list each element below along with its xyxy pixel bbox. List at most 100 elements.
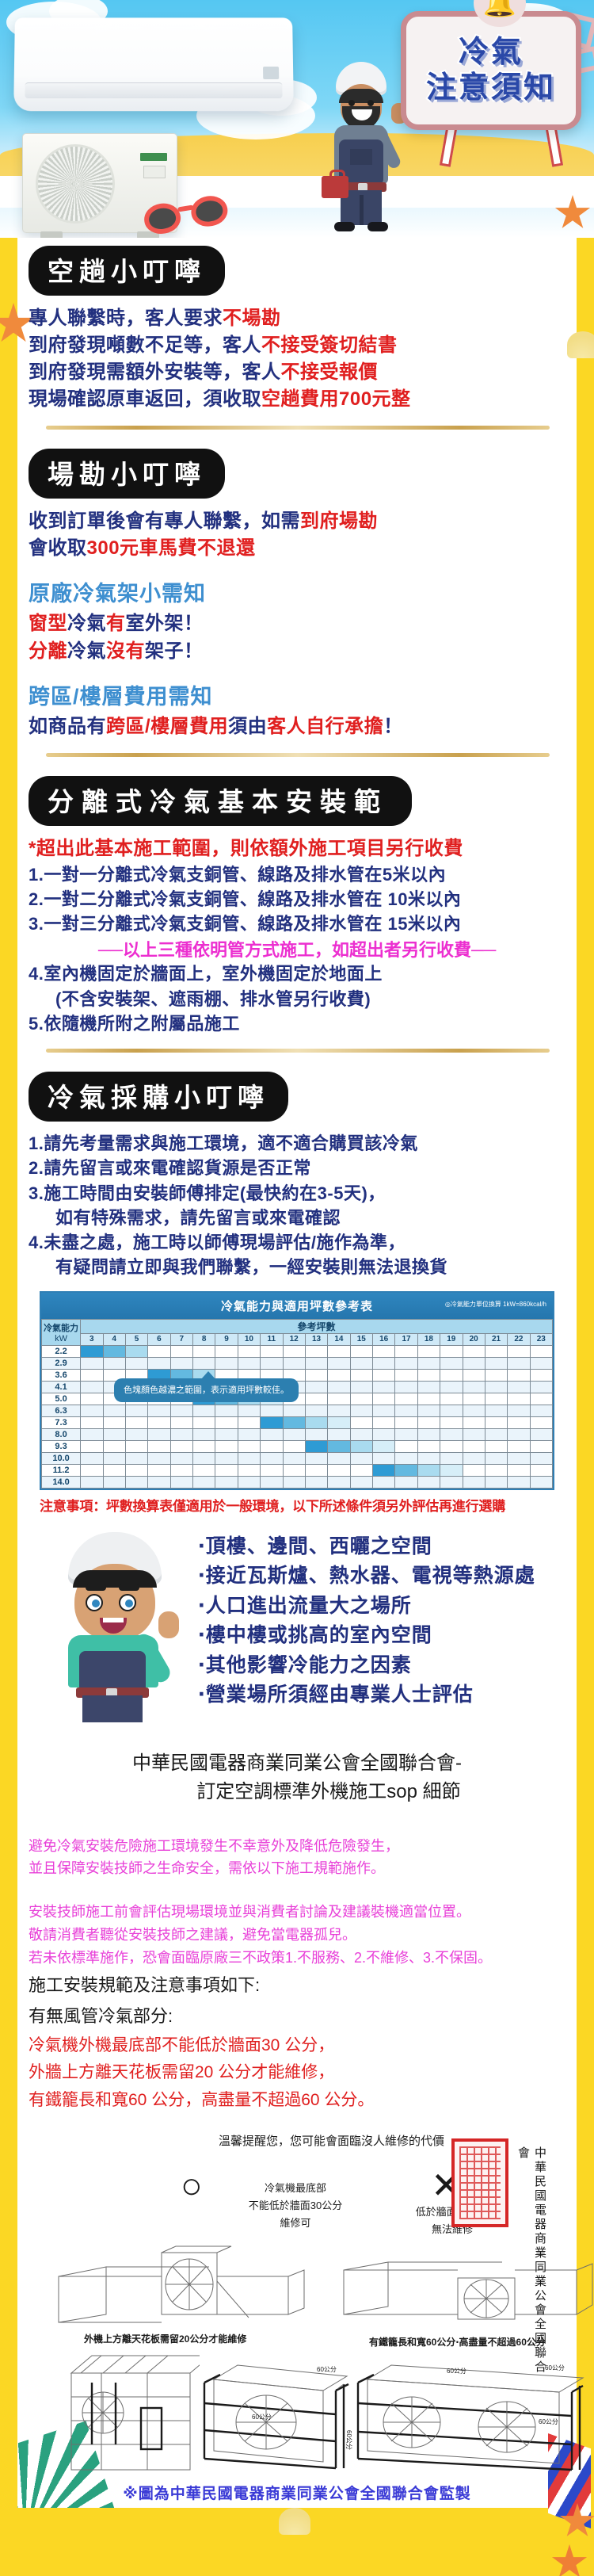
- capacity-cell: [169, 1344, 194, 1358]
- capacity-cell: [124, 1416, 149, 1429]
- bullet-item: ‧樓中樓或挑高的室內空間: [198, 1624, 432, 1647]
- basic-install-item-1: 1.一對一分離式冷氣支銅管、線路及排水管在5米以內: [29, 864, 447, 885]
- capacity-cell: [192, 1475, 216, 1489]
- sop-black-1: 施工安裝規範及注意事項如下:: [29, 1974, 261, 1995]
- svg-text:60公分: 60公分: [252, 2414, 272, 2421]
- technician-illustration: [318, 57, 413, 233]
- capacity-cell: [124, 1475, 149, 1489]
- bullet-item: ‧其他影響冷能力之因素: [198, 1653, 412, 1676]
- capacity-cell: [371, 1428, 396, 1441]
- capacity-cell: [484, 1404, 508, 1417]
- capacity-cell: [304, 1344, 329, 1358]
- single-cage-wireframe: 60公分 60公分 60公分: [203, 2364, 352, 2469]
- capacity-cell: [440, 1344, 463, 1358]
- table-note: 注意事項：坪數換算表僅適用於一般環境，以下所述條件須另外評估再進行選購: [40, 1498, 505, 1514]
- ping-column-header: 6: [147, 1332, 171, 1346]
- capacity-cell: [529, 1392, 554, 1405]
- capacity-cell: [440, 1368, 463, 1382]
- ping-column-header: 7: [169, 1332, 194, 1346]
- capacity-row: 9.3: [40, 1439, 554, 1453]
- capacity-cell: [440, 1404, 463, 1417]
- capacity-cell: [327, 1439, 351, 1453]
- capacity-cell: [237, 1439, 261, 1453]
- capacity-cell: [304, 1368, 329, 1382]
- empty-trip-line-3: 到府發現需額外安裝等，客人不接受報價: [29, 359, 565, 386]
- capacity-cell: [371, 1368, 396, 1382]
- capacity-cell: [484, 1368, 508, 1382]
- text-post: 室外架！: [125, 613, 204, 635]
- shell-icon: [279, 2508, 310, 2535]
- capacity-cell: [237, 1344, 261, 1358]
- capacity-cell: [507, 1404, 531, 1417]
- capacity-cell: [304, 1356, 329, 1370]
- ok-mark-icon: ○: [181, 2164, 203, 2206]
- capacity-cell: [327, 1451, 351, 1465]
- capacity-cell: [462, 1368, 485, 1382]
- capacity-cell: [260, 1404, 284, 1417]
- capacity-cell: [417, 1451, 441, 1465]
- sop-magenta-4: 敬請消費者聽從安裝技師之建議，避免當電器孤兒。: [29, 1926, 356, 1943]
- ping-column-header: 18: [417, 1332, 441, 1346]
- capacity-cell: [215, 1439, 238, 1453]
- text-pre: 到府發現需額外安裝等，客人: [29, 361, 281, 384]
- capacity-cell: [260, 1451, 284, 1465]
- capacity-cell: [507, 1475, 531, 1489]
- seal-pattern: [459, 2146, 501, 2219]
- capacity-cell: [417, 1416, 441, 1429]
- capacity-cell: [394, 1475, 418, 1489]
- bracket-line-1: 窗型冷氣有室外架！: [29, 610, 565, 637]
- kw-value: 6.3: [40, 1404, 82, 1417]
- ping-column-header: 20: [462, 1332, 485, 1346]
- capacity-cell: [371, 1439, 396, 1453]
- vertical-association-text: 中華民國電器商業同業公會全國聯合會: [516, 2146, 546, 2375]
- capacity-cell: [440, 1428, 463, 1441]
- capacity-cell: [440, 1392, 463, 1405]
- text-post: ！: [383, 715, 403, 737]
- ping-column-header: 17: [394, 1332, 418, 1346]
- capacity-cell: [147, 1356, 171, 1370]
- diagram-reminder: 溫馨提醒您，您可能會面臨沒人維修的代價: [219, 2134, 445, 2148]
- text-highlight: 有: [106, 613, 126, 635]
- ping-column-header: 23: [529, 1332, 554, 1346]
- ceiling-clearance-wireframe: [70, 2355, 200, 2471]
- bottom-right-caption: 有鐵籠長和寬60公分‧高盡量不超過60公分: [369, 2336, 546, 2348]
- empty-trip-line-1: 專人聯繫時，客人要求不場勘: [29, 305, 565, 332]
- table-callout: 色塊顏色越濃之範圍，表示適用坪數較佳。: [114, 1370, 299, 1403]
- capacity-cell: [484, 1463, 508, 1477]
- bullet-item: ‧接近瓦斯爐、熱水器、電視等熱源處: [198, 1565, 535, 1588]
- purchase-item-1: 1.請先考量需求與施工環境，適不適合購買該冷氣: [29, 1133, 418, 1154]
- sop-text-block: 避免冷氣安裝危險施工環境發生不幸意外及降低危險發生， 並且保障安裝技師之生命安全…: [29, 1835, 565, 2115]
- text-pre: 現場確認原車返回，須收取: [29, 388, 261, 411]
- capacity-cell: [192, 1439, 216, 1453]
- text-pre: 到府發現噸數不足等，客人: [29, 334, 261, 357]
- capacity-row: 2.2: [40, 1344, 554, 1358]
- purchase-item-2: 2.請先留言或來電確認貨源是否正常: [29, 1158, 311, 1179]
- kw-value: 14.0: [40, 1475, 82, 1489]
- capacity-cell: [192, 1356, 216, 1370]
- kw-value: 10.0: [40, 1451, 82, 1465]
- capacity-cell: [282, 1463, 306, 1477]
- capacity-cell: [282, 1451, 306, 1465]
- capacity-cell: [192, 1404, 216, 1417]
- title-plaque: 冷氣 注意須知: [401, 11, 581, 130]
- capacity-cell: [349, 1404, 374, 1417]
- capacity-cell: [327, 1380, 351, 1393]
- capacity-cell: [440, 1451, 463, 1465]
- capacity-cell: [349, 1451, 374, 1465]
- capacity-cell: [371, 1392, 396, 1405]
- divider: [46, 752, 550, 757]
- ping-column-header: 4: [102, 1332, 126, 1346]
- capacity-cell: [192, 1428, 216, 1441]
- purchase-item-3: 3.施工時間由安裝師傅排定(最快約在3-5天)，: [29, 1183, 386, 1203]
- text-pre: 會收取: [29, 537, 87, 560]
- capacity-cell: [80, 1439, 104, 1453]
- capacity-cell: [327, 1404, 351, 1417]
- capacity-cell: [282, 1404, 306, 1417]
- capacity-cell: [417, 1439, 441, 1453]
- capacity-cell: [192, 1416, 216, 1429]
- basic-install-item-2: 2.一對二分離式冷氣支銅管、線路及排水管在 10米以內: [29, 889, 462, 910]
- shell-icon: [567, 331, 594, 358]
- capacity-cell: [304, 1416, 329, 1429]
- capacity-cell: [462, 1439, 485, 1453]
